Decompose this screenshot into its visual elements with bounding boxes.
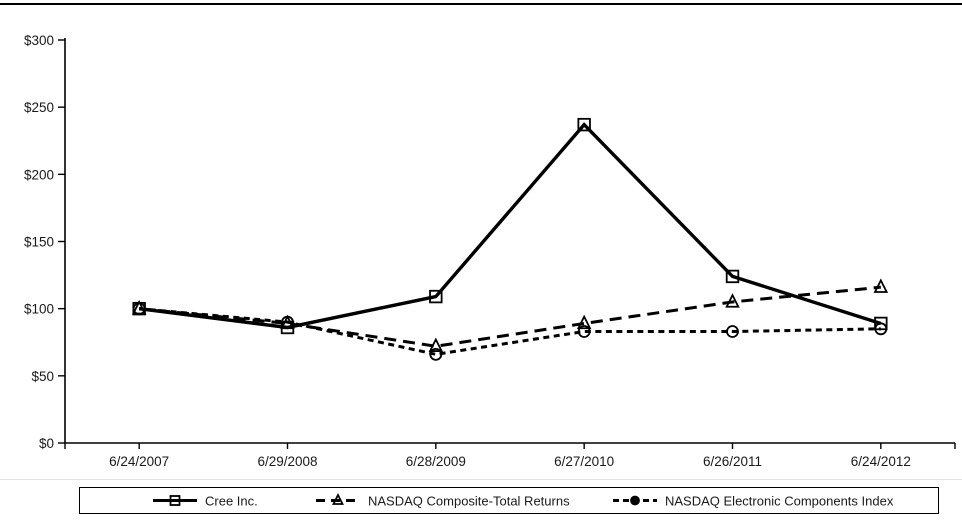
- triangle-marker: [576, 314, 592, 330]
- square-marker: [577, 117, 591, 132]
- nasdaq-electronic-line: [139, 307, 881, 356]
- square-marker: [725, 269, 740, 284]
- square-marker: [280, 320, 295, 335]
- x-axis-label: 6/24/2007: [109, 454, 169, 469]
- top-border-line: [0, 3, 962, 5]
- x-axis-label: 6/26/2011: [703, 454, 762, 469]
- x-axis-label: 6/29/2008: [257, 454, 317, 469]
- nasdaq-composite-line: [139, 285, 881, 348]
- y-axis-label: $100: [24, 302, 54, 317]
- cree-line: [138, 122, 882, 330]
- legend-entry-cree: Cree Inc.: [152, 493, 258, 508]
- circle-marker: [726, 325, 739, 338]
- triangle-marker: [873, 278, 889, 293]
- square-marker: [132, 301, 146, 316]
- triangle-marker: [428, 337, 444, 352]
- legend-separator-line: [0, 479, 962, 480]
- circle-marker: [577, 325, 591, 338]
- legend-label-cree: Cree Inc.: [205, 493, 258, 508]
- y-axis-label: $150: [24, 235, 54, 250]
- y-axis-label: $250: [24, 100, 54, 115]
- square-marker: [874, 316, 888, 331]
- legend-entry-nasdaq-composite: NASDAQ Composite-Total Returns: [315, 493, 570, 508]
- legend-label-nasdaq-electronic: NASDAQ Electronic Components Index: [665, 493, 894, 508]
- legend-entry-nasdaq-electronic: NASDAQ Electronic Components Index: [612, 493, 893, 508]
- y-axis-label: $300: [24, 33, 54, 48]
- square-marker: [429, 289, 443, 304]
- legend-label-nasdaq-composite: NASDAQ Composite-Total Returns: [368, 493, 570, 508]
- cree-line-sample-icon: [153, 495, 197, 506]
- y-axis-label: $200: [24, 167, 54, 182]
- x-axis-label: 6/28/2009: [406, 454, 466, 469]
- nasdaq-composite-line-sample-icon: [316, 493, 360, 505]
- x-axis-label: 6/24/2012: [851, 454, 911, 469]
- circle-marker: [630, 495, 640, 506]
- legend: Cree Inc. NASDAQ Composite-Total Returns…: [79, 487, 939, 514]
- circle-marker: [429, 347, 443, 361]
- triangle-marker: [725, 293, 740, 308]
- plot-area: $0 $50 $100 $150 $200 $250 $300 6/24/2007 6/29/2…: [24, 33, 956, 469]
- square-marker: [169, 495, 181, 506]
- x-axis-label: 6/27/2010: [554, 454, 614, 469]
- y-axis-label: $50: [31, 369, 54, 384]
- nasdaq-electronic-line-sample-icon: [613, 495, 657, 506]
- triangle-marker: [332, 493, 344, 505]
- y-axis-label: $0: [39, 436, 54, 451]
